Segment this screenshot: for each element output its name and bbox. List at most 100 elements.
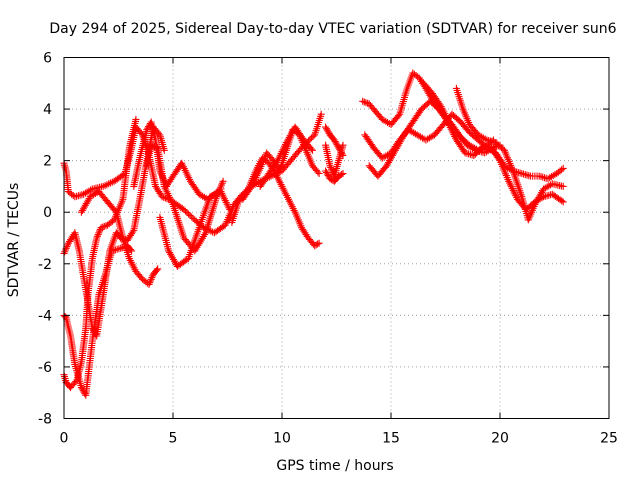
series-markers — [169, 110, 325, 237]
data-point — [420, 108, 423, 110]
data-point — [274, 172, 277, 175]
data-point — [213, 232, 216, 234]
data-point — [431, 93, 434, 95]
data-point — [429, 100, 431, 102]
x-axis-title: GPS time / hours — [276, 458, 393, 474]
data-point — [368, 103, 370, 105]
y-axis-title: SDTVAR / TECUs — [6, 183, 22, 298]
data-point — [98, 190, 100, 193]
data-point — [150, 121, 152, 123]
data-point — [135, 270, 137, 273]
data-point — [189, 180, 192, 182]
data-point — [80, 361, 83, 363]
data-point — [141, 278, 144, 280]
data-point — [159, 134, 161, 136]
data-point — [154, 185, 157, 188]
data-point — [85, 394, 87, 396]
data-point — [277, 160, 279, 162]
data-point — [157, 147, 159, 149]
data-point — [462, 108, 464, 110]
data-point — [85, 327, 87, 329]
data-point — [150, 144, 152, 146]
y-tick-label: -2 — [38, 257, 52, 273]
data-point — [529, 175, 532, 177]
data-point — [163, 149, 165, 151]
data-point — [338, 160, 340, 162]
data-point — [562, 185, 564, 188]
data-point — [122, 237, 124, 239]
data-point — [455, 139, 457, 141]
data-point — [96, 335, 98, 337]
data-point — [508, 180, 510, 182]
data-point — [172, 201, 174, 203]
data-point — [390, 152, 392, 154]
x-tick-label: 15 — [382, 431, 400, 447]
data-point — [516, 198, 519, 200]
data-point — [122, 198, 124, 200]
data-point — [457, 134, 460, 136]
data-point — [146, 129, 148, 131]
data-point — [307, 237, 309, 239]
data-point — [120, 247, 122, 249]
data-point — [98, 294, 100, 296]
data-point — [381, 118, 383, 120]
data-point — [67, 190, 69, 193]
data-point — [412, 121, 414, 123]
data-point — [562, 167, 564, 169]
data-point — [362, 100, 364, 102]
data-point — [74, 363, 76, 365]
data-point — [113, 219, 115, 221]
data-point — [303, 139, 305, 141]
data-point — [325, 126, 327, 128]
series-arc-19 — [420, 79, 504, 157]
data-point — [386, 165, 388, 167]
data-point — [133, 229, 135, 231]
data-point — [268, 162, 270, 164]
data-point — [259, 185, 261, 188]
data-point — [115, 232, 117, 234]
data-point — [157, 268, 159, 270]
data-point — [285, 141, 287, 144]
data-point — [329, 178, 331, 180]
data-point — [562, 201, 564, 203]
data-point — [481, 147, 484, 149]
data-point — [130, 250, 133, 252]
data-point — [128, 147, 130, 149]
data-point — [512, 170, 514, 172]
data-point — [372, 147, 375, 149]
data-point — [198, 227, 200, 229]
data-point — [473, 154, 475, 157]
data-point — [412, 72, 414, 74]
data-point — [329, 165, 331, 167]
data-point — [102, 294, 104, 296]
data-point — [547, 178, 549, 180]
data-point — [91, 340, 93, 342]
data-point — [468, 123, 471, 126]
y-tick-label: 4 — [43, 102, 52, 118]
data-point — [342, 144, 344, 146]
data-point — [442, 123, 444, 126]
data-point — [74, 196, 76, 198]
data-point — [146, 165, 148, 167]
y-tick-label: -4 — [38, 308, 52, 324]
data-point — [168, 250, 170, 252]
data-point — [320, 113, 322, 115]
series-arc-20 — [452, 84, 567, 224]
data-point — [183, 209, 185, 211]
x-tick-label: 20 — [491, 431, 509, 447]
data-point — [181, 162, 183, 164]
data-point — [115, 211, 117, 213]
data-point — [83, 193, 85, 195]
series-arc-12 — [256, 123, 316, 190]
data-point — [194, 219, 196, 221]
data-point — [259, 167, 261, 169]
data-point — [492, 147, 495, 149]
x-tick-label: 10 — [273, 431, 291, 447]
data-point — [416, 134, 418, 136]
data-point — [325, 144, 327, 146]
data-point — [292, 157, 294, 159]
data-point — [543, 188, 545, 190]
data-point — [325, 170, 327, 172]
data-point — [85, 288, 87, 291]
